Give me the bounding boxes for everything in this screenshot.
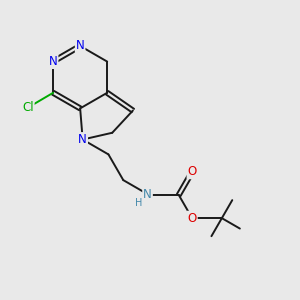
Text: Cl: Cl xyxy=(22,101,34,114)
Text: N: N xyxy=(78,133,87,146)
Text: N: N xyxy=(76,40,85,52)
Text: H: H xyxy=(135,198,142,208)
Text: N: N xyxy=(143,188,152,202)
Text: N: N xyxy=(49,55,58,68)
Text: O: O xyxy=(188,212,197,225)
Text: O: O xyxy=(188,165,197,178)
